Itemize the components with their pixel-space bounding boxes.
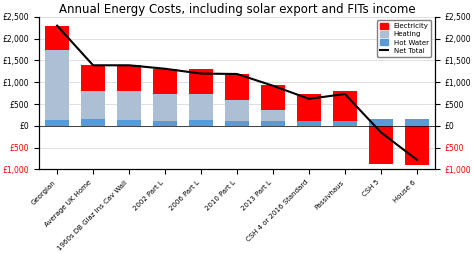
Bar	[154, 69, 177, 94]
Bar	[154, 121, 177, 126]
Bar	[118, 91, 141, 120]
Bar	[297, 121, 320, 126]
Bar	[118, 65, 141, 91]
Bar	[261, 121, 285, 126]
Bar	[154, 94, 177, 121]
Bar	[46, 51, 69, 120]
Bar	[369, 119, 392, 126]
Title: Annual Energy Costs, including solar export and FITs income: Annual Energy Costs, including solar exp…	[59, 3, 415, 16]
Bar	[82, 65, 105, 91]
Bar	[225, 74, 249, 100]
Bar	[225, 121, 249, 126]
Bar	[369, 126, 392, 164]
Bar	[333, 121, 356, 126]
Bar	[46, 120, 69, 126]
Bar	[46, 26, 69, 51]
Bar	[189, 94, 213, 120]
Bar	[82, 91, 105, 119]
Bar	[118, 120, 141, 126]
Legend: Electricity, Heating, Hot Water, Net Total: Electricity, Heating, Hot Water, Net Tot…	[377, 20, 431, 56]
Bar	[297, 94, 320, 121]
Bar	[261, 85, 285, 110]
Bar	[189, 69, 213, 94]
Bar	[405, 119, 428, 126]
Bar	[82, 119, 105, 126]
Bar	[225, 100, 249, 121]
Bar	[189, 120, 213, 126]
Bar	[333, 91, 356, 121]
Bar	[261, 110, 285, 121]
Bar	[405, 126, 428, 165]
